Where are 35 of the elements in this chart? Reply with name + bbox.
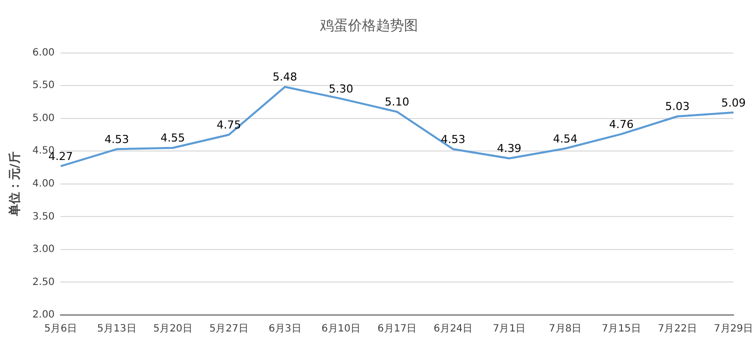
data-label: 4.75 [216,118,242,132]
chart-title: 鸡蛋价格趋势图 [319,18,418,34]
y-tick-label: 2.50 [32,276,55,288]
data-label: 4.54 [553,132,578,146]
y-tick-label: 6.00 [32,47,55,58]
x-tick-label: 7月29日 [714,324,754,335]
y-tick-label: 4.00 [32,178,55,190]
x-tick-label: 5月27日 [209,324,248,335]
x-tick-label: 6月24日 [434,324,473,335]
y-tick-label: 5.00 [32,112,55,124]
x-tick-label: 5月20日 [153,324,192,335]
y-tick-label: 3.50 [32,211,55,222]
x-tick-label: 6月17日 [378,324,417,335]
data-label: 5.09 [721,96,746,110]
data-label: 5.30 [328,82,354,96]
y-tick-label: 2.00 [32,310,55,321]
y-axis-title: 单位：元/斤 [7,152,22,218]
data-label: 5.10 [384,96,410,109]
x-tick-label: 7月8日 [548,324,582,335]
data-label: 5.48 [272,70,298,84]
x-tick-label: 6月10日 [321,324,361,335]
data-label: 5.03 [665,100,690,114]
x-tick-label: 5月13日 [97,324,136,335]
data-label: 4.53 [440,133,466,146]
x-tick-label: 7月15日 [602,324,641,335]
x-tick-label: 6月3日 [268,324,302,335]
data-label: 4.76 [609,118,634,131]
x-tick-label: 7月22日 [658,324,697,335]
data-label: 4.55 [160,132,186,145]
data-label: 4.53 [104,133,129,146]
data-label: 4.39 [496,142,522,156]
y-tick-label: 5.50 [32,80,55,92]
y-tick-label: 3.00 [32,244,55,256]
x-tick-label: 7月1日 [492,324,526,335]
x-tick-label: 5月6日 [44,324,78,335]
